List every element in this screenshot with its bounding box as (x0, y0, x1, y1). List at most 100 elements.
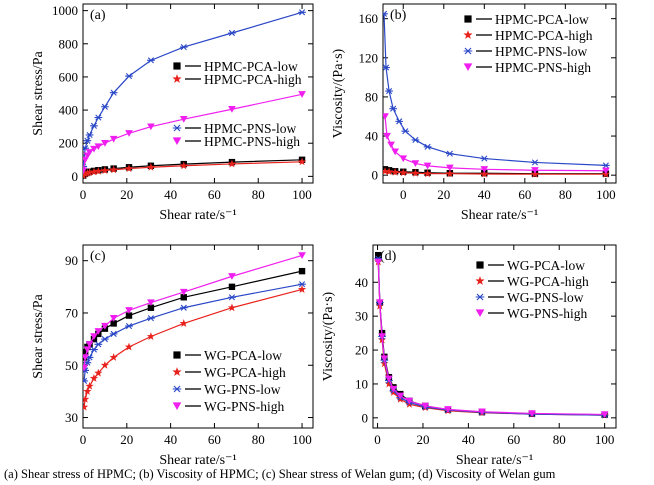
marker-star (297, 285, 307, 293)
data-point (478, 408, 486, 416)
marker-asterisk (385, 87, 393, 95)
data-point (227, 303, 237, 312)
marker-triangle (298, 91, 306, 98)
y-tick-label: 600 (59, 69, 79, 84)
legend-label: WG-PCA-high (204, 365, 286, 380)
marker-star (475, 276, 485, 285)
marker-triangle (385, 375, 393, 383)
marker-asterisk (109, 330, 118, 337)
legend-label: WG-PCA-high (507, 274, 589, 289)
marker-star (94, 368, 103, 377)
data-point (378, 333, 386, 341)
data-point (391, 167, 400, 176)
data-point (83, 346, 92, 354)
marker-triangle (94, 328, 103, 335)
legend-entry: HPMC-PCA-low (173, 59, 298, 74)
marker-triangle (109, 135, 118, 143)
marker-asterisk (172, 124, 182, 132)
x-axis-label: Shear rate/s⁻¹ (159, 208, 236, 223)
marker-square (125, 312, 133, 319)
data-point (90, 122, 98, 129)
y-tick-label: 30 (355, 309, 368, 324)
x-tick-label: 60 (507, 432, 520, 447)
data-point (298, 91, 306, 98)
y-axis-label: Viscosity/(Pa·s) (331, 48, 346, 138)
panel-label: (c) (90, 249, 106, 264)
data-point (387, 141, 395, 149)
marker-star (179, 319, 188, 327)
data-point (85, 149, 94, 156)
series-line-HPMC-PNS-low (383, 13, 606, 166)
panel-c: 0 20 40 60 80 100 30 50 70 90 Shear rate/s⁻¹ Shear … (31, 244, 314, 468)
marker-triangle (101, 322, 109, 330)
legend-entry: WG-PCA-low (173, 348, 282, 363)
data-point (444, 406, 452, 413)
series-line-HPMC-PNS-high (384, 116, 606, 172)
panel-label: (d) (380, 249, 397, 264)
marker-triangle (405, 397, 414, 405)
data-point (380, 359, 389, 368)
marker-star (100, 166, 110, 175)
data-point (179, 44, 188, 51)
data-point (531, 167, 539, 174)
data-point (89, 167, 99, 176)
data-point (383, 132, 391, 140)
figure-caption: (a) Shear stress of HPMC; (b) Viscosity … (4, 467, 556, 481)
data-point (600, 411, 609, 418)
x-tick-label: 80 (252, 187, 265, 202)
marker-asterisk (101, 336, 109, 343)
marker-asterisk (602, 162, 610, 169)
marker-square (464, 15, 472, 23)
legend: WG-PCA-lowWG-PCA-highWG-PNS-lowWG-PNS-hi… (172, 348, 286, 414)
marker-triangle (531, 167, 539, 174)
marker-triangle (391, 148, 399, 156)
y-tick-label: 80 (365, 89, 378, 104)
data-point (446, 164, 454, 172)
marker-square (180, 294, 187, 301)
marker-triangle (228, 273, 236, 280)
x-tick-label: 20 (120, 187, 133, 202)
marker-star (445, 169, 454, 178)
data-point (125, 73, 133, 80)
marker-star (179, 161, 188, 170)
y-tick-label: 400 (59, 103, 79, 118)
marker-square (228, 283, 236, 291)
data-point (399, 168, 408, 177)
data-point (445, 169, 454, 178)
marker-star (109, 165, 118, 174)
marker-square (147, 304, 155, 311)
x-tick-label: 100 (292, 187, 312, 202)
y-axis-label: Viscosity/(Pa·s) (321, 291, 336, 381)
marker-triangle (125, 130, 133, 137)
marker-triangle (463, 63, 473, 71)
x-tick-label: 100 (596, 187, 616, 202)
legend-label: HPMC-PNS-low (495, 44, 588, 59)
data-point (399, 155, 408, 163)
y-tick-label: 50 (65, 358, 78, 373)
data-point (125, 322, 133, 330)
data-point (83, 387, 92, 395)
marker-asterisk (395, 118, 404, 125)
data-point (228, 294, 236, 301)
series-line-HPMC-PCA-high (384, 170, 606, 175)
data-point (298, 252, 306, 259)
legend-label: HPMC-PCA-low (495, 12, 589, 27)
data-point (227, 159, 237, 168)
marker-star (297, 157, 307, 166)
legend: WG-PCA-lowWG-PCA-highWG-PNS-lowWG-PNS-hi… (475, 258, 589, 321)
marker-triangle (380, 355, 389, 363)
marker-star (411, 168, 420, 177)
marker-star (83, 387, 92, 395)
data-point (383, 10, 388, 17)
legend-label: HPMC-PCA-low (204, 59, 298, 74)
data-point (423, 169, 432, 178)
data-point (385, 375, 393, 383)
data-point (228, 29, 236, 37)
marker-star (463, 30, 473, 39)
series-layer (374, 251, 609, 419)
marker-star (380, 359, 389, 368)
marker-triangle (172, 137, 182, 145)
marker-triangle (446, 164, 454, 172)
marker-triangle (85, 341, 94, 348)
x-tick-label: 40 (462, 432, 475, 447)
